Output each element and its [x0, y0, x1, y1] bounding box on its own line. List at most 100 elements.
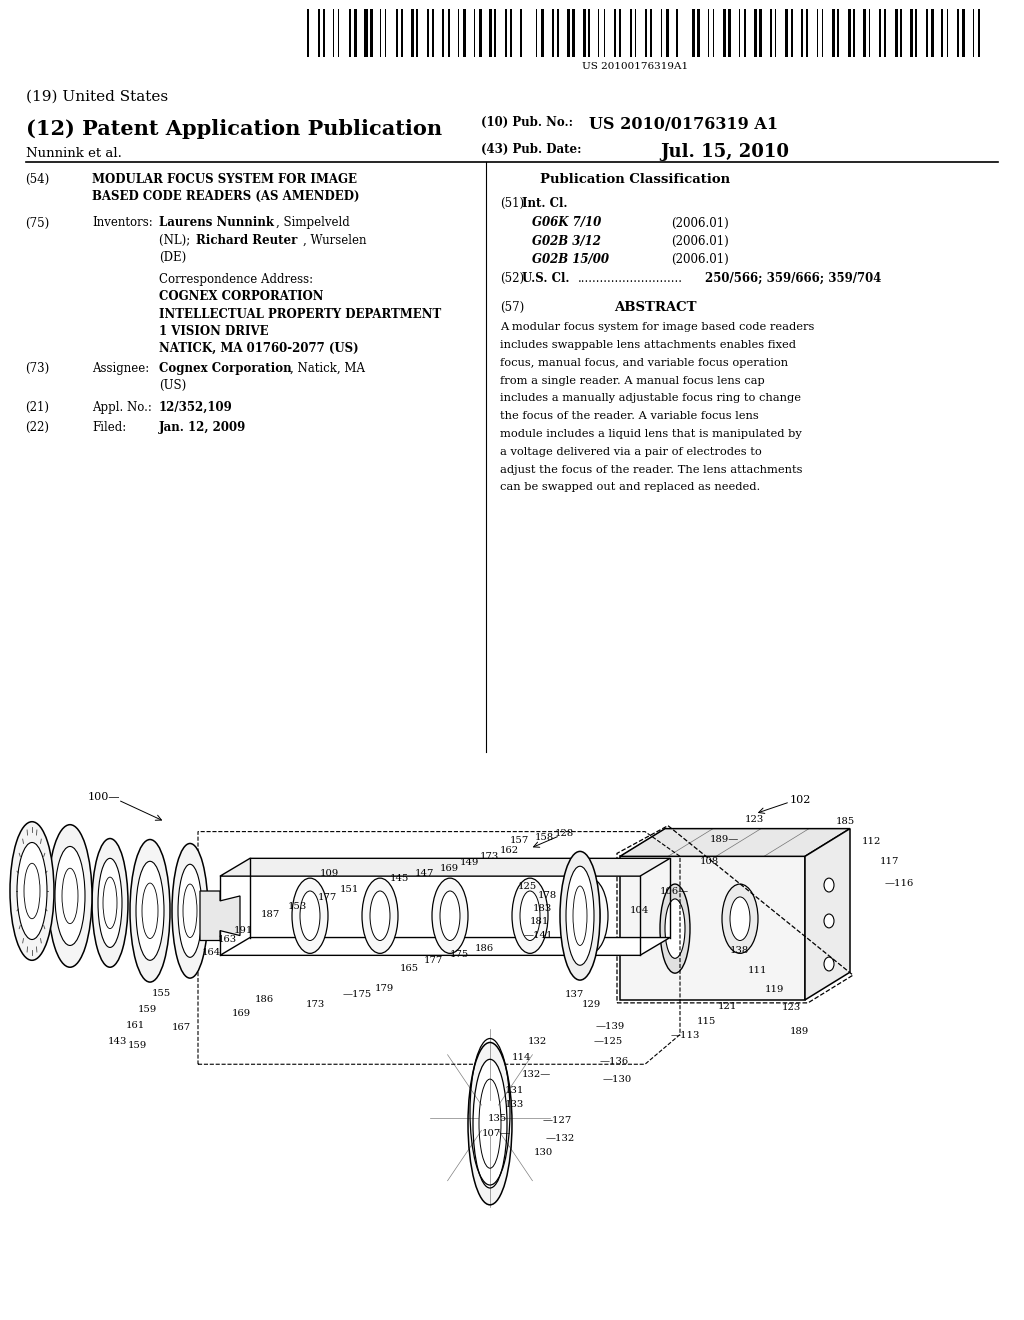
Text: 143: 143 — [108, 1038, 127, 1045]
Ellipse shape — [370, 891, 390, 940]
Bar — [567, 9, 570, 57]
Polygon shape — [805, 829, 850, 1001]
Text: 106—: 106— — [660, 887, 689, 895]
Text: G02B 15/00: G02B 15/00 — [532, 253, 609, 267]
Bar — [645, 9, 647, 57]
Bar — [505, 9, 507, 57]
Bar — [692, 9, 694, 57]
Polygon shape — [220, 937, 670, 956]
Text: 129: 129 — [582, 1001, 601, 1010]
Text: —132: —132 — [546, 1134, 575, 1143]
Bar — [510, 9, 512, 57]
Text: , Wurselen: , Wurselen — [303, 234, 367, 247]
Text: 179: 179 — [375, 983, 394, 993]
Text: (2006.01): (2006.01) — [671, 235, 728, 248]
Bar — [650, 9, 651, 57]
Bar — [614, 9, 615, 57]
Text: Richard Reuter: Richard Reuter — [196, 234, 297, 247]
Text: 186: 186 — [255, 995, 274, 1005]
Text: INTELLECTUAL PROPERTY DEPARTMENT: INTELLECTUAL PROPERTY DEPARTMENT — [159, 308, 441, 321]
Bar — [365, 9, 368, 57]
Text: 169: 169 — [232, 1010, 251, 1018]
Text: 132: 132 — [528, 1038, 547, 1045]
Text: Nunnink et al.: Nunnink et al. — [26, 147, 122, 160]
Text: 125: 125 — [518, 882, 538, 891]
Text: A modular focus system for image based code readers: A modular focus system for image based c… — [500, 322, 814, 333]
Text: 149: 149 — [460, 858, 479, 867]
Ellipse shape — [130, 840, 170, 982]
Bar — [801, 9, 803, 57]
Text: (12) Patent Application Publication: (12) Patent Application Publication — [26, 119, 441, 139]
Text: 123: 123 — [782, 1003, 801, 1012]
Text: Int. Cl.: Int. Cl. — [522, 197, 567, 210]
Text: NATICK, MA 01760-2077 (US): NATICK, MA 01760-2077 (US) — [159, 342, 358, 355]
Text: 131: 131 — [505, 1086, 524, 1096]
Text: —127: —127 — [543, 1117, 572, 1125]
Text: G02B 3/12: G02B 3/12 — [532, 235, 601, 248]
Text: (73): (73) — [26, 362, 50, 375]
Text: (21): (21) — [26, 401, 49, 414]
Bar — [354, 9, 356, 57]
Bar — [660, 9, 662, 57]
Text: —130: —130 — [603, 1074, 632, 1084]
Text: Assignee:: Assignee: — [92, 362, 150, 375]
Ellipse shape — [178, 865, 202, 957]
Text: (43) Pub. Date:: (43) Pub. Date: — [481, 143, 582, 156]
Bar — [479, 9, 482, 57]
Bar — [676, 9, 678, 57]
Bar — [400, 9, 402, 57]
Text: 138: 138 — [730, 946, 750, 954]
Bar — [380, 9, 381, 57]
Text: 165: 165 — [400, 964, 419, 973]
Text: 108: 108 — [700, 857, 719, 866]
Ellipse shape — [183, 884, 197, 937]
Ellipse shape — [560, 851, 600, 979]
Bar — [603, 9, 605, 57]
Text: from a single reader. A manual focus lens cap: from a single reader. A manual focus len… — [500, 375, 765, 385]
Ellipse shape — [55, 846, 85, 945]
Bar — [838, 9, 839, 57]
Bar — [447, 9, 450, 57]
Ellipse shape — [573, 886, 587, 945]
Bar — [572, 9, 575, 57]
Ellipse shape — [292, 878, 328, 953]
Bar — [853, 9, 855, 57]
Text: 109: 109 — [319, 869, 339, 878]
Text: 164: 164 — [202, 948, 221, 957]
Text: 157: 157 — [510, 836, 529, 845]
Bar — [728, 9, 731, 57]
Ellipse shape — [62, 869, 78, 924]
Bar — [931, 9, 934, 57]
Bar — [317, 9, 321, 57]
Text: 159: 159 — [138, 1006, 158, 1014]
Bar — [432, 9, 434, 57]
Ellipse shape — [660, 884, 690, 973]
Text: (2006.01): (2006.01) — [671, 216, 728, 230]
Ellipse shape — [512, 878, 548, 953]
Polygon shape — [620, 857, 805, 1001]
Ellipse shape — [362, 878, 398, 953]
Text: ............................: ............................ — [578, 272, 683, 285]
Bar — [848, 9, 851, 57]
Ellipse shape — [432, 878, 468, 953]
Text: Correspondence Address:: Correspondence Address: — [159, 273, 313, 286]
Text: 112: 112 — [862, 837, 882, 846]
Bar — [723, 9, 726, 57]
Text: 189—: 189— — [710, 836, 739, 843]
Bar — [755, 9, 757, 57]
Text: 163: 163 — [218, 935, 238, 944]
Ellipse shape — [479, 1080, 501, 1168]
Bar — [868, 9, 870, 57]
Text: can be swapped out and replaced as needed.: can be swapped out and replaced as neede… — [500, 482, 760, 492]
Text: 169: 169 — [440, 863, 459, 873]
Bar — [760, 9, 762, 57]
Text: 177: 177 — [318, 894, 337, 903]
Text: —139: —139 — [596, 1022, 626, 1031]
Text: the focus of the reader. A variable focus lens: the focus of the reader. A variable focu… — [500, 412, 759, 421]
Polygon shape — [200, 891, 240, 940]
Text: 187: 187 — [261, 911, 281, 919]
Text: 115: 115 — [697, 1018, 717, 1026]
Bar — [806, 9, 809, 57]
Bar — [941, 9, 943, 57]
Text: 12/352,109: 12/352,109 — [159, 401, 232, 414]
